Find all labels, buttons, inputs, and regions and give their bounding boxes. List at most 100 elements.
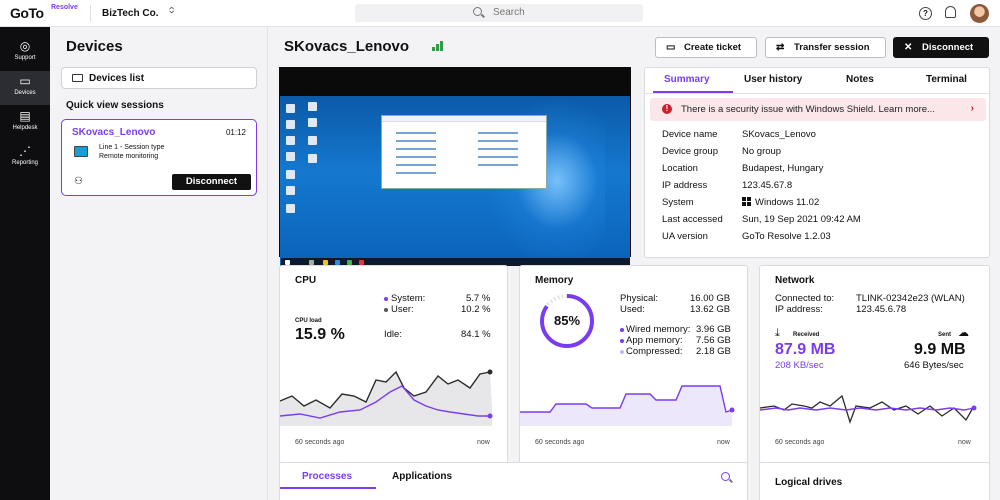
network-card: Network Connected to: TLINK-02342e23 (WL… [759, 265, 990, 476]
used-value: 13.62 GB [690, 304, 731, 315]
used-label: Used: [620, 304, 645, 315]
goto-logo[interactable]: GoTo [10, 5, 44, 21]
nav-item-devices[interactable]: ▭ Devices [0, 71, 50, 105]
axis-start-label: 60 seconds ago [775, 439, 825, 446]
chart-icon: ⋰ [19, 144, 31, 158]
tab-terminal[interactable]: Terminal [926, 74, 967, 85]
compressed-value: 2.18 GB [696, 346, 731, 357]
field-label: UA version [662, 231, 708, 242]
session-card[interactable]: SKovacs_Lenovo 01:12 Line 1 - Session ty… [61, 119, 257, 196]
search-placeholder: Search [493, 7, 525, 18]
alert-text: There is a security issue with Windows S… [681, 104, 935, 115]
physical-value: 16.00 GB [690, 293, 731, 304]
session-disconnect-button[interactable]: Disconnect [172, 174, 251, 190]
button-label: Create ticket [684, 42, 742, 53]
logical-drives-card: Logical drives [759, 462, 990, 500]
card-title: Memory [535, 275, 574, 286]
lifebuoy-icon: ◎ [19, 39, 31, 53]
axis-start-label: 60 seconds ago [535, 439, 585, 446]
user-legend-dot [384, 308, 388, 312]
axis-end-label: now [477, 439, 490, 446]
connected-label: Connected to: [775, 293, 835, 304]
monitor-icon [74, 146, 88, 157]
remote-screen-preview[interactable] [279, 67, 631, 266]
warning-icon: ! [662, 104, 672, 114]
connected-value: TLINK-02342e23 (WLAN) [856, 293, 965, 304]
field-label: Last accessed [662, 214, 723, 225]
app-label: App memory: [626, 335, 683, 346]
field-value: Budapest, Hungary [742, 163, 824, 174]
devices-list-button[interactable]: Devices list [61, 67, 257, 89]
network-traffic-chart [760, 394, 977, 425]
compressed-legend-dot [620, 350, 624, 354]
wired-legend-dot [620, 328, 624, 332]
tab-notes[interactable]: Notes [846, 74, 874, 85]
processes-card: Processes Applications [279, 462, 748, 500]
cpu-system-label: System: [391, 293, 426, 304]
bell-icon[interactable] [945, 6, 956, 18]
tab-summary[interactable]: Summary [664, 74, 710, 85]
cpu-user-label: User: [391, 304, 414, 315]
cpu-load-label: CPU load [295, 318, 322, 324]
field-value: No group [742, 146, 782, 157]
cpu-load-value: 15.9 % [295, 326, 345, 343]
help-icon[interactable]: ? [919, 7, 932, 20]
session-mode-line: Remote monitoring [99, 153, 159, 160]
security-alert[interactable]: ! There is a security issue with Windows… [650, 98, 986, 121]
add-user-icon[interactable]: ⚇ [74, 176, 83, 187]
received-rate: 208 KB/sec [775, 360, 824, 371]
field-label: Device group [662, 146, 718, 157]
logo-product-name: Resolve [51, 4, 78, 11]
organization-selector[interactable]: BizTech Co. [102, 8, 159, 19]
wired-label: Wired memory: [626, 324, 691, 335]
nav-label: Devices [14, 90, 36, 96]
field-label: System [662, 197, 694, 208]
nav-item-helpdesk[interactable]: ▤ Helpdesk [0, 106, 50, 140]
cpu-idle-label: Idle: [384, 329, 402, 340]
search-icon [473, 7, 482, 16]
transfer-session-button[interactable]: ⇄ Transfer session [765, 37, 886, 58]
device-title: SKovacs_Lenovo [284, 38, 410, 55]
ticket-icon: ▭ [666, 42, 676, 53]
devices-icon [72, 74, 83, 82]
nav-label: Support [14, 55, 36, 61]
download-icon: ⤓ [775, 327, 780, 339]
tab-divider [645, 93, 991, 94]
field-label: IP address [662, 180, 708, 191]
cpu-usage-chart [280, 369, 493, 426]
sent-label: Sent [938, 332, 952, 338]
sent-value: 9.9 MB [914, 341, 966, 358]
avatar[interactable] [970, 4, 989, 23]
cpu-idle-value: 84.1 % [461, 329, 491, 340]
nav-label: Helpdesk [12, 125, 38, 131]
tab-user-history[interactable]: User history [744, 74, 803, 85]
nav-item-support[interactable]: ◎ Support [0, 36, 50, 70]
active-tab-indicator [653, 91, 733, 93]
session-type-line: Line 1 - Session type [99, 144, 165, 151]
signal-strength-icon [432, 41, 448, 51]
axis-start-label: 60 seconds ago [295, 439, 345, 446]
cpu-user-value: 10.2 % [461, 304, 491, 315]
card-title: Network [775, 275, 815, 286]
received-label: Received [793, 332, 820, 338]
search-input[interactable]: Search [355, 4, 643, 22]
axis-end-label: now [717, 439, 730, 446]
memory-percent: 85% [554, 313, 581, 328]
remote-taskbar [281, 258, 630, 266]
field-value: GoTo Resolve 1.2.03 [742, 231, 831, 242]
nav-label: Reporting [11, 160, 38, 166]
chevron-updown-icon[interactable]: ‹› [165, 6, 178, 14]
session-timer: 01:12 [225, 128, 246, 137]
session-device-name: SKovacs_Lenovo [72, 127, 156, 138]
memory-usage-chart [520, 385, 735, 426]
tab-applications[interactable]: Applications [392, 471, 453, 482]
axis-end-label: now [958, 439, 971, 446]
search-icon[interactable] [721, 472, 730, 481]
create-ticket-button[interactable]: ▭ Create ticket [655, 37, 757, 58]
disconnect-button[interactable]: ✕ Disconnect [893, 37, 989, 58]
app-legend-dot [620, 339, 624, 343]
tab-processes[interactable]: Processes [302, 471, 353, 482]
nav-item-reporting[interactable]: ⋰ Reporting [0, 141, 50, 175]
card-title: Logical drives [775, 477, 843, 488]
ip-value: 123.45.6.78 [856, 304, 907, 315]
